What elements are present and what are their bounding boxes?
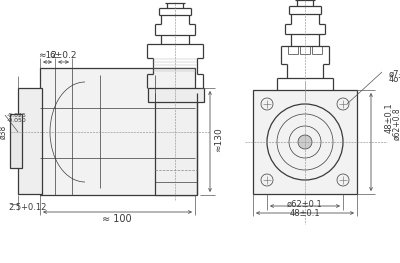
Text: 6±0.2: 6±0.2 [49, 52, 77, 60]
Circle shape [298, 135, 312, 149]
Text: ≈ 100: ≈ 100 [102, 214, 132, 224]
Text: 2.5+0.12: 2.5+0.12 [9, 203, 47, 211]
Text: ≈130: ≈130 [214, 128, 224, 152]
Text: 48±0.1: 48±0.1 [385, 103, 394, 133]
Bar [18, 88, 42, 194]
Text: ø7+0.2: ø7+0.2 [389, 69, 400, 78]
Text: ≈12: ≈12 [38, 52, 56, 60]
Text: ø38: ø38 [0, 125, 8, 139]
Text: 4отв: 4отв [389, 75, 400, 84]
Bar [155, 93, 197, 195]
Text: ø62+0.8: ø62+0.8 [393, 108, 400, 140]
Text: ø62±0.1: ø62±0.1 [287, 200, 323, 209]
Bar [10, 114, 22, 168]
Text: -0.025
-0.050: -0.025 -0.050 [7, 113, 27, 123]
Bar [148, 88, 204, 102]
Bar [253, 90, 357, 194]
Text: 48±0.1: 48±0.1 [290, 210, 320, 219]
Bar [40, 68, 195, 195]
